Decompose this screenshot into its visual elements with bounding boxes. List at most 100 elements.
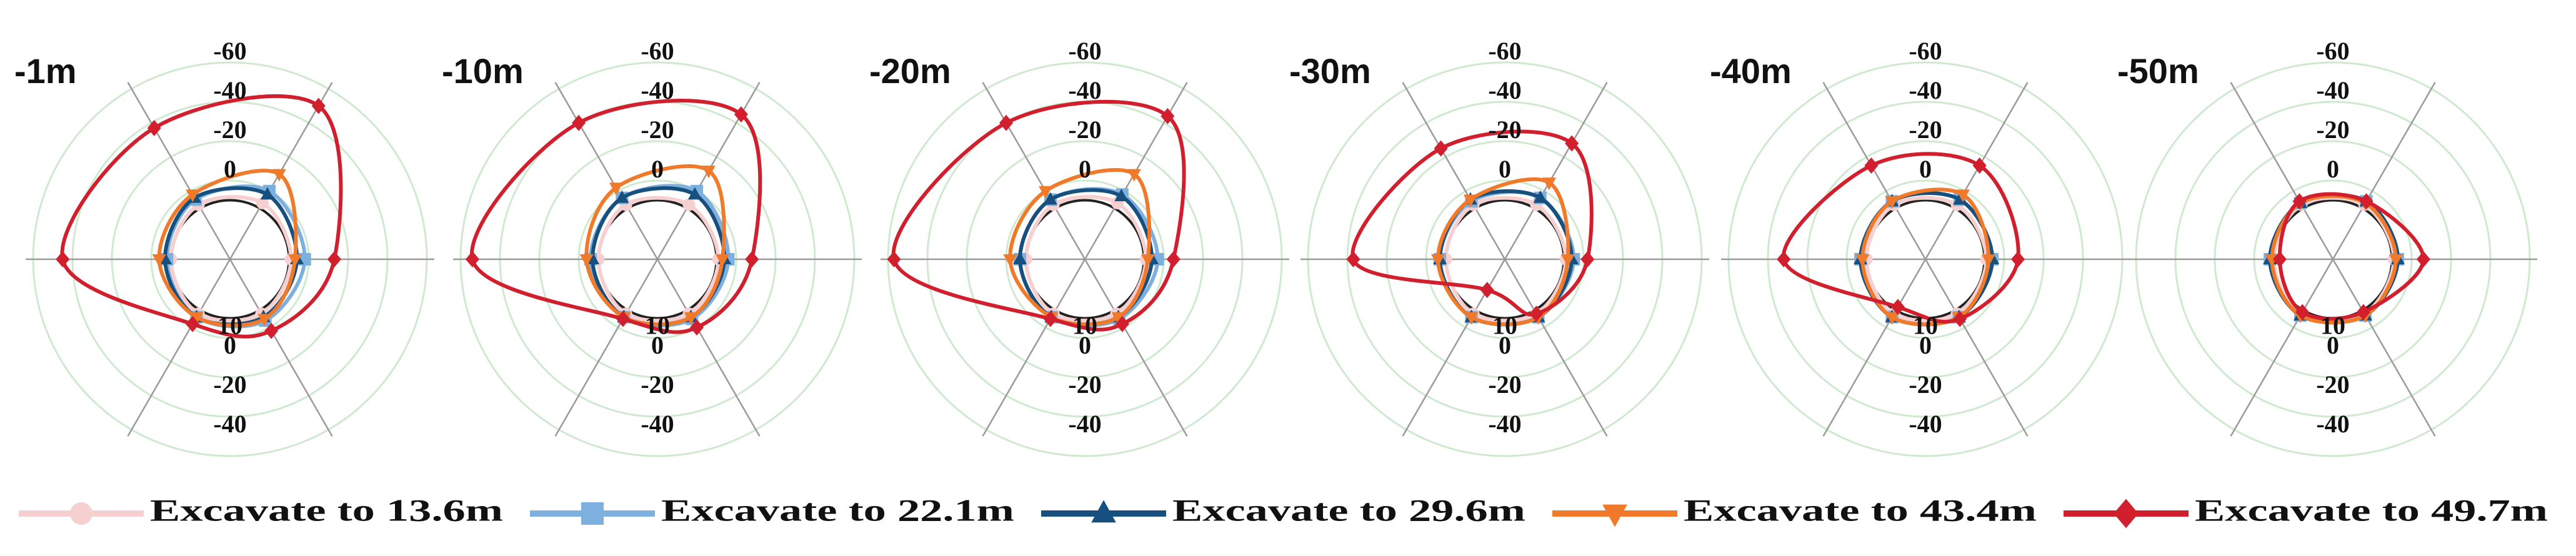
data-point [745,251,759,267]
data-point [1039,186,1052,199]
r-tick-label: -40 [2316,76,2349,104]
r-tick-label: 0 [1499,331,1511,359]
data-point [1480,282,1494,299]
legend-label: Excavate to 29.6m [1172,492,1525,527]
data-point [579,254,594,267]
panel-title: -40m [1710,51,1792,91]
r-tick-label: 10 [2320,312,2345,340]
legend-marker [1091,500,1116,523]
data-point [152,254,166,267]
data-point [2416,251,2430,267]
panel-title: -1m [14,51,77,91]
r-tick-label: -40 [1488,76,1521,104]
data-point [999,114,1013,131]
data-point [615,190,629,203]
r-tick-label: -40 [2316,410,2349,438]
data-point [1111,312,1126,325]
r-tick-label: 0 [1919,331,1932,359]
r-tick-label: -20 [1068,370,1101,399]
spoke [1822,82,2029,437]
r-tick-label: 10 [645,312,670,340]
spoke [1402,82,1608,437]
data-point [2359,193,2374,210]
data-point [287,254,302,267]
data-point [1981,254,1995,267]
data-point [1885,312,1899,325]
data-point [186,189,200,202]
spoke [982,82,1188,437]
r-tick-label: 0 [1499,155,1511,183]
legend-marker [2114,499,2139,529]
data-point [272,169,286,182]
data-point [687,187,702,200]
data-point [1127,169,1141,182]
r-tick-label: -20 [213,370,246,399]
data-point [1885,196,1899,209]
data-point [1043,192,1057,205]
data-point [690,319,704,336]
r-tick-label: -20 [1488,370,1521,399]
data-point [1464,312,1479,325]
data-point [1864,157,1879,174]
data-point [1166,251,1181,267]
r-tick-label: 0 [651,331,664,359]
data-point [189,312,204,325]
r-tick-label: -40 [1909,76,1942,104]
data-point [327,251,341,267]
r-tick-label: -20 [1909,370,1942,399]
data-point [1580,251,1595,267]
panel-title: -50m [2117,51,2199,91]
data-point [572,114,586,131]
data-point [1141,254,1155,267]
r-tick-label: -60 [1068,37,1101,65]
r-tick-label: -20 [641,370,674,399]
r-tick-label: 0 [224,155,236,183]
data-point [1972,157,1987,174]
data-point [264,322,279,339]
legend-marker [70,502,92,525]
data-point [887,251,901,267]
data-point [1434,140,1448,157]
data-point [1777,251,1791,267]
data-point [1529,305,1544,322]
r-tick-label: -20 [1068,116,1101,144]
data-point [2389,254,2403,267]
data-point [1953,192,1967,205]
data-point [2295,304,2310,320]
legend-label: Excavate to 22.1m [661,492,1014,527]
data-point [2011,251,2025,267]
data-point [1560,254,1575,267]
data-point [715,254,729,267]
r-tick-label: -20 [1909,116,1942,144]
data-point [1953,310,1967,327]
data-point [701,166,716,179]
legend-label: Excavate to 43.4m [1684,492,2037,527]
r-tick-label: -40 [1909,410,1942,438]
spoke [2230,82,2436,437]
r-tick-label: -60 [641,37,674,65]
data-point [684,312,698,325]
r-tick-label: -40 [1068,410,1101,438]
data-point [1565,135,1579,152]
r-tick-label: -40 [1488,410,1521,438]
data-point [1855,254,1870,267]
data-point [682,198,696,211]
r-tick-label: -40 [1068,76,1101,104]
data-point [1955,189,1970,202]
data-point [257,314,272,327]
spoke [127,82,333,437]
r-tick-label: 0 [1919,155,1932,183]
r-tick-label: -40 [641,76,674,104]
data-point [2272,251,2287,267]
data-point [1013,252,1027,264]
data-point [260,187,274,200]
r-tick-label: -60 [1488,37,1521,65]
data-point [1542,177,1556,191]
data-point [609,182,623,196]
r-tick-label: 0 [651,155,664,183]
r-tick-label: -40 [641,410,674,438]
r-tick-label: 0 [1079,331,1091,359]
r-tick-label: -20 [2316,370,2349,399]
r-tick-label: -20 [1488,116,1521,144]
